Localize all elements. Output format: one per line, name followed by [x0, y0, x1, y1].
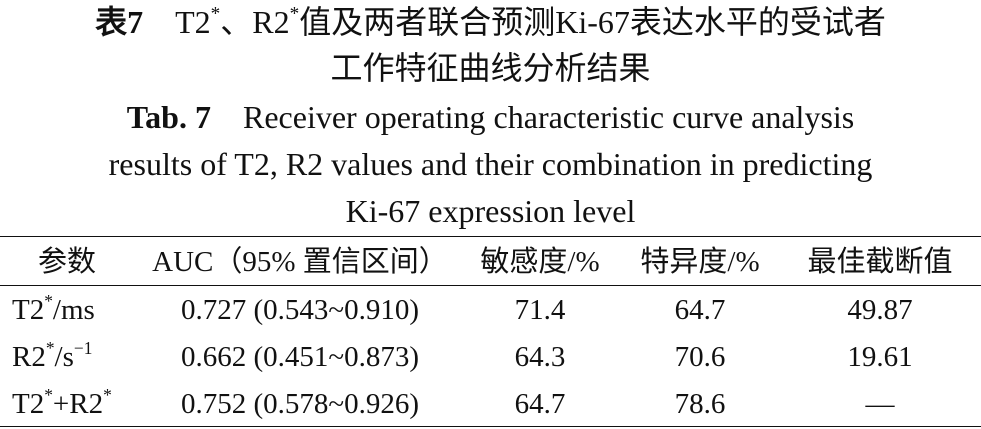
header-cell: 参数: [38, 246, 97, 278]
text: R2: [12, 341, 46, 373]
row-label: R2*/s−1: [12, 333, 162, 381]
title-en: Tab. 7 Receiver operating characteristic…: [0, 95, 981, 139]
cell: 64.7: [514, 388, 566, 420]
table-row: T2*/ms 0.727 (0.543~0.910) 71.4 64.7 49.…: [0, 286, 981, 334]
header-cell: AUC（95% 置信区间）: [152, 246, 448, 278]
text: 值及两者联合预测Ki-67表达水平的受试者: [299, 4, 886, 40]
text: *: [103, 384, 112, 405]
cell: 0.662 (0.451~0.873): [180, 341, 419, 373]
cell: 64.7: [674, 294, 726, 326]
title-en-3: Ki-67 expression level: [0, 189, 981, 233]
table-label: 表7: [95, 4, 144, 40]
text: T2: [12, 294, 45, 326]
cell: 78.6: [674, 388, 726, 420]
header-cell: 敏感度/%: [480, 246, 600, 278]
text: Ki-67 expression level: [345, 193, 636, 229]
cell: 0.752 (0.578~0.926): [180, 388, 419, 420]
text: 、R2: [220, 4, 290, 40]
title-cn: 表7 T2*、R2*值及两者联合预测Ki-67表达水平的受试者: [0, 0, 981, 44]
text: *: [45, 337, 55, 358]
row-label: T2*/ms: [12, 286, 162, 334]
text: *: [44, 384, 53, 405]
top-rule: [0, 236, 981, 237]
cell: 0.727 (0.543~0.910): [180, 294, 419, 326]
text: *: [44, 290, 53, 311]
table-label: Tab. 7: [126, 99, 211, 135]
title-cn-2: 工作特征曲线分析结果: [0, 46, 981, 90]
text: /s: [54, 341, 74, 373]
text: *: [210, 3, 221, 25]
text: 工作特征曲线分析结果: [330, 50, 651, 86]
header-cell: 特异度/%: [640, 246, 760, 278]
bottom-rule: [0, 426, 981, 427]
table-row: T2*+R2* 0.752 (0.578~0.926) 64.7 78.6 —: [0, 380, 981, 428]
text: +R2: [52, 388, 104, 420]
cell: —: [865, 388, 895, 420]
text: results of T2, R2 values and their combi…: [108, 146, 873, 182]
header-cell: 最佳截断值: [807, 246, 953, 278]
text: −1: [73, 337, 93, 358]
text: Receiver operating characteristic curve …: [242, 99, 855, 135]
cell: 49.87: [847, 294, 913, 326]
text: *: [289, 3, 300, 25]
cell: 71.4: [514, 294, 566, 326]
cell: 64.3: [514, 341, 566, 373]
mid-rule: [0, 285, 981, 286]
text: /ms: [52, 294, 95, 326]
row-label: T2*+R2*: [12, 380, 162, 428]
cell: 19.61: [847, 341, 913, 373]
title-en-2: results of T2, R2 values and their combi…: [0, 142, 981, 186]
header-row: 参数 AUC（95% 置信区间） 敏感度/% 特异度/% 最佳截断值: [0, 238, 981, 286]
cell: 70.6: [674, 341, 726, 373]
text: T2: [12, 388, 45, 420]
text: T2: [175, 4, 211, 40]
table-row: R2*/s−1 0.662 (0.451~0.873) 64.3 70.6 19…: [0, 333, 981, 381]
